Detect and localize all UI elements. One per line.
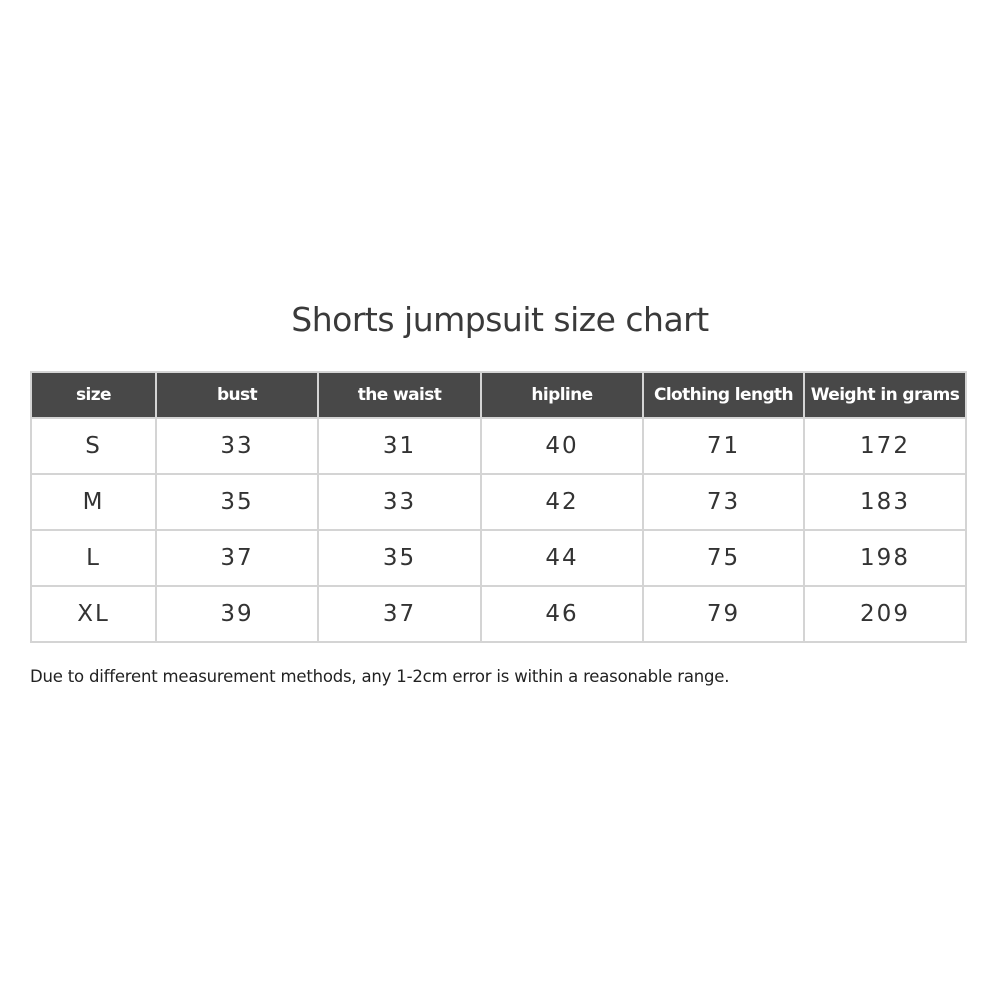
table-cell: M [30,473,157,531]
table-cell: 73 [642,473,805,531]
header-hipline: hipline [480,371,644,419]
table-cell: 183 [803,473,967,531]
table-cell: L [30,529,157,587]
header-row: size bust the waist hipline Clothing len… [30,371,967,419]
table-cell: 75 [642,529,805,587]
table-cell: 42 [480,473,644,531]
table-row: S 33 31 40 71 172 [30,417,967,475]
table-row: M 35 33 42 73 183 [30,473,967,531]
table-cell: 40 [480,417,644,475]
table-cell: 37 [155,529,319,587]
table-cell: XL [30,585,157,643]
table-row: L 37 35 44 75 198 [30,529,967,587]
table-cell: 209 [803,585,967,643]
table-cell: 71 [642,417,805,475]
table-cell: 37 [317,585,482,643]
table-cell: S [30,417,157,475]
table-cell: 31 [317,417,482,475]
table-cell: 44 [480,529,644,587]
table-row: XL 39 37 46 79 209 [30,585,967,643]
table-cell: 35 [317,529,482,587]
table-cell: 79 [642,585,805,643]
table-cell: 33 [155,417,319,475]
measurement-note: Due to different measurement methods, an… [30,667,730,686]
size-chart-table: size bust the waist hipline Clothing len… [30,371,967,643]
header-size: size [30,371,157,419]
table-cell: 33 [317,473,482,531]
table-cell: 198 [803,529,967,587]
table-cell: 39 [155,585,319,643]
header-weight: Weight in grams [803,371,967,419]
header-bust: bust [155,371,319,419]
header-clothing-length: Clothing length [642,371,805,419]
page-title: Shorts jumpsuit size chart [291,300,709,339]
table-cell: 46 [480,585,644,643]
header-waist: the waist [317,371,482,419]
table-cell: 35 [155,473,319,531]
table-cell: 172 [803,417,967,475]
